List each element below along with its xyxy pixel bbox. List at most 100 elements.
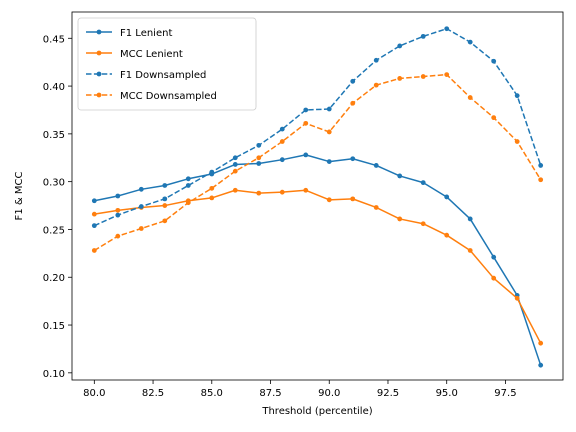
data-point bbox=[91, 211, 97, 217]
data-point bbox=[514, 139, 520, 144]
data-point bbox=[115, 207, 121, 213]
data-point bbox=[209, 195, 215, 201]
series-f1-lenient bbox=[91, 152, 544, 368]
legend-marker bbox=[96, 50, 102, 56]
data-point bbox=[326, 159, 332, 164]
legend-item: F1 Lenient bbox=[86, 28, 172, 39]
data-point bbox=[373, 82, 379, 88]
data-point bbox=[162, 218, 168, 224]
data-point bbox=[185, 176, 191, 182]
data-point bbox=[420, 74, 426, 79]
data-point bbox=[373, 163, 379, 168]
data-point bbox=[115, 233, 121, 239]
data-point bbox=[279, 139, 285, 144]
data-point bbox=[491, 58, 497, 64]
y-tick-label: 0.35 bbox=[43, 130, 65, 141]
data-point bbox=[91, 223, 97, 229]
data-point bbox=[350, 100, 356, 106]
data-point bbox=[279, 126, 285, 132]
data-point bbox=[467, 39, 473, 45]
series-line bbox=[94, 189, 542, 344]
data-point bbox=[491, 115, 497, 121]
data-point bbox=[162, 196, 168, 202]
data-point bbox=[467, 248, 473, 253]
data-point bbox=[209, 185, 215, 191]
data-point bbox=[444, 26, 450, 32]
data-point bbox=[91, 248, 97, 253]
legend-marker bbox=[96, 29, 102, 35]
data-point bbox=[91, 198, 97, 204]
y-tick-label: 0.15 bbox=[43, 321, 65, 332]
legend: F1 Lenient MCC Lenient F1 Downsampled MCC D… bbox=[77, 17, 257, 111]
data-point bbox=[256, 161, 262, 166]
plot-area bbox=[91, 26, 544, 368]
y-axis: 0.10 0.15 0.20 0.25 0.30 0.35 0.40 0.45 bbox=[43, 34, 72, 380]
data-point bbox=[491, 275, 497, 281]
data-point bbox=[256, 142, 262, 148]
x-tick-label: 95.0 bbox=[436, 388, 458, 399]
x-tick-label: 87.5 bbox=[259, 388, 281, 399]
legend-marker bbox=[96, 71, 102, 77]
legend-label: F1 Downsampled bbox=[120, 70, 206, 81]
legend-marker bbox=[96, 92, 102, 98]
data-point bbox=[444, 232, 450, 238]
y-tick-label: 0.45 bbox=[43, 34, 65, 45]
data-point bbox=[138, 204, 144, 209]
series-line bbox=[93, 73, 542, 252]
x-tick-label: 82.5 bbox=[142, 388, 164, 399]
x-axis: 80.0 82.5 85.0 87.5 90.0 92.5 95.0 97.5 bbox=[83, 380, 517, 399]
data-point bbox=[303, 187, 309, 193]
series-mcc-lenient bbox=[91, 187, 544, 346]
data-point bbox=[444, 194, 450, 200]
data-point bbox=[397, 76, 403, 81]
y-axis-label: F1 & MCC bbox=[14, 172, 25, 221]
data-point bbox=[491, 254, 497, 260]
data-point bbox=[514, 295, 520, 301]
x-axis-label: Threshold (percentile) bbox=[261, 406, 372, 417]
data-point bbox=[303, 107, 309, 113]
data-point bbox=[326, 129, 332, 135]
series-line bbox=[94, 154, 542, 366]
legend-label: MCC Downsampled bbox=[120, 91, 217, 102]
data-point bbox=[538, 163, 544, 168]
data-point bbox=[538, 340, 544, 346]
data-point bbox=[162, 183, 168, 188]
data-point bbox=[538, 177, 544, 183]
data-point bbox=[350, 78, 356, 84]
y-tick-label: 0.20 bbox=[43, 273, 65, 284]
legend-box bbox=[77, 17, 257, 111]
data-point bbox=[256, 190, 262, 196]
data-point bbox=[279, 189, 285, 195]
data-point bbox=[420, 33, 426, 39]
y-tick-label: 0.40 bbox=[43, 82, 65, 93]
data-point bbox=[279, 157, 285, 163]
data-point bbox=[397, 216, 403, 222]
legend-label: F1 Lenient bbox=[120, 28, 172, 39]
data-point bbox=[373, 57, 379, 63]
data-point bbox=[185, 183, 191, 188]
data-point bbox=[538, 362, 544, 368]
data-point bbox=[115, 212, 121, 218]
data-point bbox=[444, 72, 450, 78]
series-line bbox=[94, 27, 542, 227]
data-point bbox=[467, 95, 473, 100]
data-point bbox=[138, 226, 144, 231]
x-tick-label: 97.5 bbox=[494, 388, 516, 399]
data-point bbox=[350, 156, 356, 162]
data-point bbox=[185, 200, 191, 206]
data-point bbox=[209, 169, 215, 175]
data-point bbox=[232, 168, 238, 174]
legend-item: MCC Downsampled bbox=[86, 91, 217, 102]
data-point bbox=[514, 93, 520, 99]
y-tick-label: 0.25 bbox=[43, 225, 65, 236]
data-point bbox=[326, 106, 332, 112]
data-point bbox=[373, 205, 379, 210]
legend-item: F1 Downsampled bbox=[86, 70, 206, 81]
x-tick-label: 80.0 bbox=[83, 388, 105, 399]
data-point bbox=[115, 193, 121, 199]
data-point bbox=[326, 197, 332, 203]
data-point bbox=[138, 186, 144, 192]
data-point bbox=[232, 162, 238, 167]
y-tick-label: 0.30 bbox=[43, 178, 65, 189]
